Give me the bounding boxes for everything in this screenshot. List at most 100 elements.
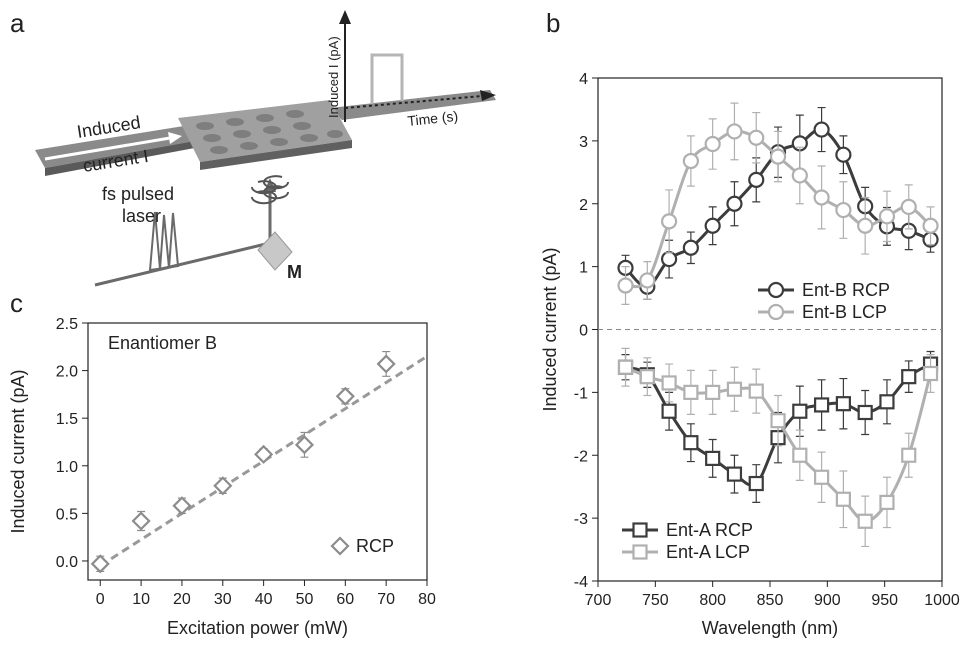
- marker: [922, 217, 939, 234]
- marker: [704, 135, 721, 153]
- marker: [835, 396, 851, 412]
- marker: [900, 198, 917, 215]
- marker: [770, 413, 786, 429]
- legend-label: Ent-A RCP: [666, 520, 753, 540]
- marker: [704, 217, 721, 234]
- marker: [661, 375, 677, 391]
- marker: [172, 496, 192, 516]
- legend-label: Ent-B RCP: [802, 280, 890, 300]
- marker: [835, 201, 852, 219]
- marker: [705, 384, 721, 400]
- diagram-label: laser: [122, 206, 161, 226]
- diagram-label: Time (s): [407, 108, 459, 129]
- y-tick-label: 2.0: [56, 364, 78, 381]
- current-pulse: [370, 53, 404, 104]
- axis-arrowhead: [339, 10, 351, 24]
- x-tick-label: 800: [699, 592, 726, 609]
- marker: [254, 444, 274, 464]
- marker: [682, 239, 699, 256]
- x-tick-label: 900: [814, 592, 841, 609]
- marker: [726, 381, 743, 397]
- y-tick-label: 1.5: [56, 411, 78, 428]
- x-axis-label: Wavelength (nm): [702, 618, 838, 638]
- marker: [726, 123, 743, 140]
- y-tick-label: 2: [579, 197, 588, 214]
- marker: [879, 494, 895, 511]
- y-tick-label: 1: [579, 260, 588, 277]
- marker: [213, 476, 233, 496]
- x-tick-label: 750: [642, 592, 669, 609]
- marker: [748, 383, 764, 399]
- x-tick-label: 30: [214, 591, 232, 608]
- marker: [922, 365, 939, 382]
- marker: [617, 359, 634, 375]
- polarization-icon: [263, 175, 290, 200]
- x-tick-label: 700: [585, 592, 612, 609]
- y-axis-label: Induced current (pA): [540, 247, 560, 411]
- y-tick-label: 0.0: [56, 554, 78, 571]
- x-tick-label: 850: [757, 592, 784, 609]
- y-tick-label: -4: [574, 574, 588, 591]
- marker: [131, 511, 151, 531]
- x-tick-label: 40: [255, 591, 273, 608]
- marker: [90, 554, 110, 574]
- nanostructures: [196, 110, 343, 154]
- marker: [682, 152, 699, 170]
- marker: [661, 403, 677, 419]
- panel-label: c: [10, 288, 23, 318]
- legend-label: RCP: [356, 536, 394, 556]
- y-tick-label: 1.0: [56, 459, 78, 476]
- laser-pulses: [148, 211, 180, 272]
- current-arrow: [44, 136, 171, 161]
- y-axis-label: Induced current (pA): [8, 369, 28, 533]
- x-tick-label: 70: [377, 591, 395, 608]
- marker: [879, 394, 895, 410]
- marker: [813, 397, 830, 413]
- x-tick-label: 1000: [924, 592, 960, 609]
- marker: [792, 403, 808, 419]
- y-tick-label: 0.5: [56, 506, 78, 523]
- marker: [791, 167, 808, 184]
- plot-frame: [87, 322, 428, 581]
- marker: [726, 466, 743, 482]
- marker: [705, 450, 721, 466]
- x-tick-label: 950: [871, 592, 898, 609]
- marker: [813, 189, 830, 206]
- device-diagram: Induced current I fs pulsed laser M Indu…: [35, 10, 496, 287]
- marker: [835, 491, 851, 507]
- marker: [376, 354, 396, 374]
- marker: [335, 386, 355, 406]
- marker: [660, 213, 678, 230]
- legend-label: Ent-A LCP: [666, 542, 750, 562]
- y-tick-label: -2: [574, 448, 588, 465]
- x-tick-label: 50: [296, 591, 314, 608]
- pad-side: [200, 140, 352, 170]
- diagram-label: M: [287, 262, 302, 282]
- current-arrowhead: [168, 132, 182, 144]
- y-tick-label: 4: [579, 71, 588, 88]
- marker: [683, 384, 699, 400]
- marker: [639, 272, 656, 289]
- legend-label: Ent-B LCP: [802, 302, 887, 322]
- marker: [748, 129, 765, 146]
- marker: [813, 469, 830, 485]
- marker: [726, 195, 743, 212]
- x-tick-label: 0: [96, 591, 105, 608]
- marker: [857, 217, 874, 234]
- y-tick-label: 3: [579, 134, 588, 151]
- laser-beam: [94, 190, 272, 287]
- y-tick-label: 2.5: [56, 316, 78, 333]
- marker: [683, 435, 699, 451]
- marker: [901, 447, 917, 463]
- diagram-label: fs pulsed: [102, 184, 174, 204]
- x-tick-label: 80: [418, 591, 436, 608]
- y-tick-label: -1: [574, 385, 588, 402]
- x-axis-label: Excitation power (mW): [167, 618, 348, 638]
- marker: [769, 148, 787, 165]
- left-strip-side: [45, 140, 200, 176]
- legend-marker: [767, 281, 785, 299]
- marker: [617, 277, 634, 294]
- diagram-label: Induced I (pA): [326, 36, 341, 118]
- marker: [792, 447, 808, 463]
